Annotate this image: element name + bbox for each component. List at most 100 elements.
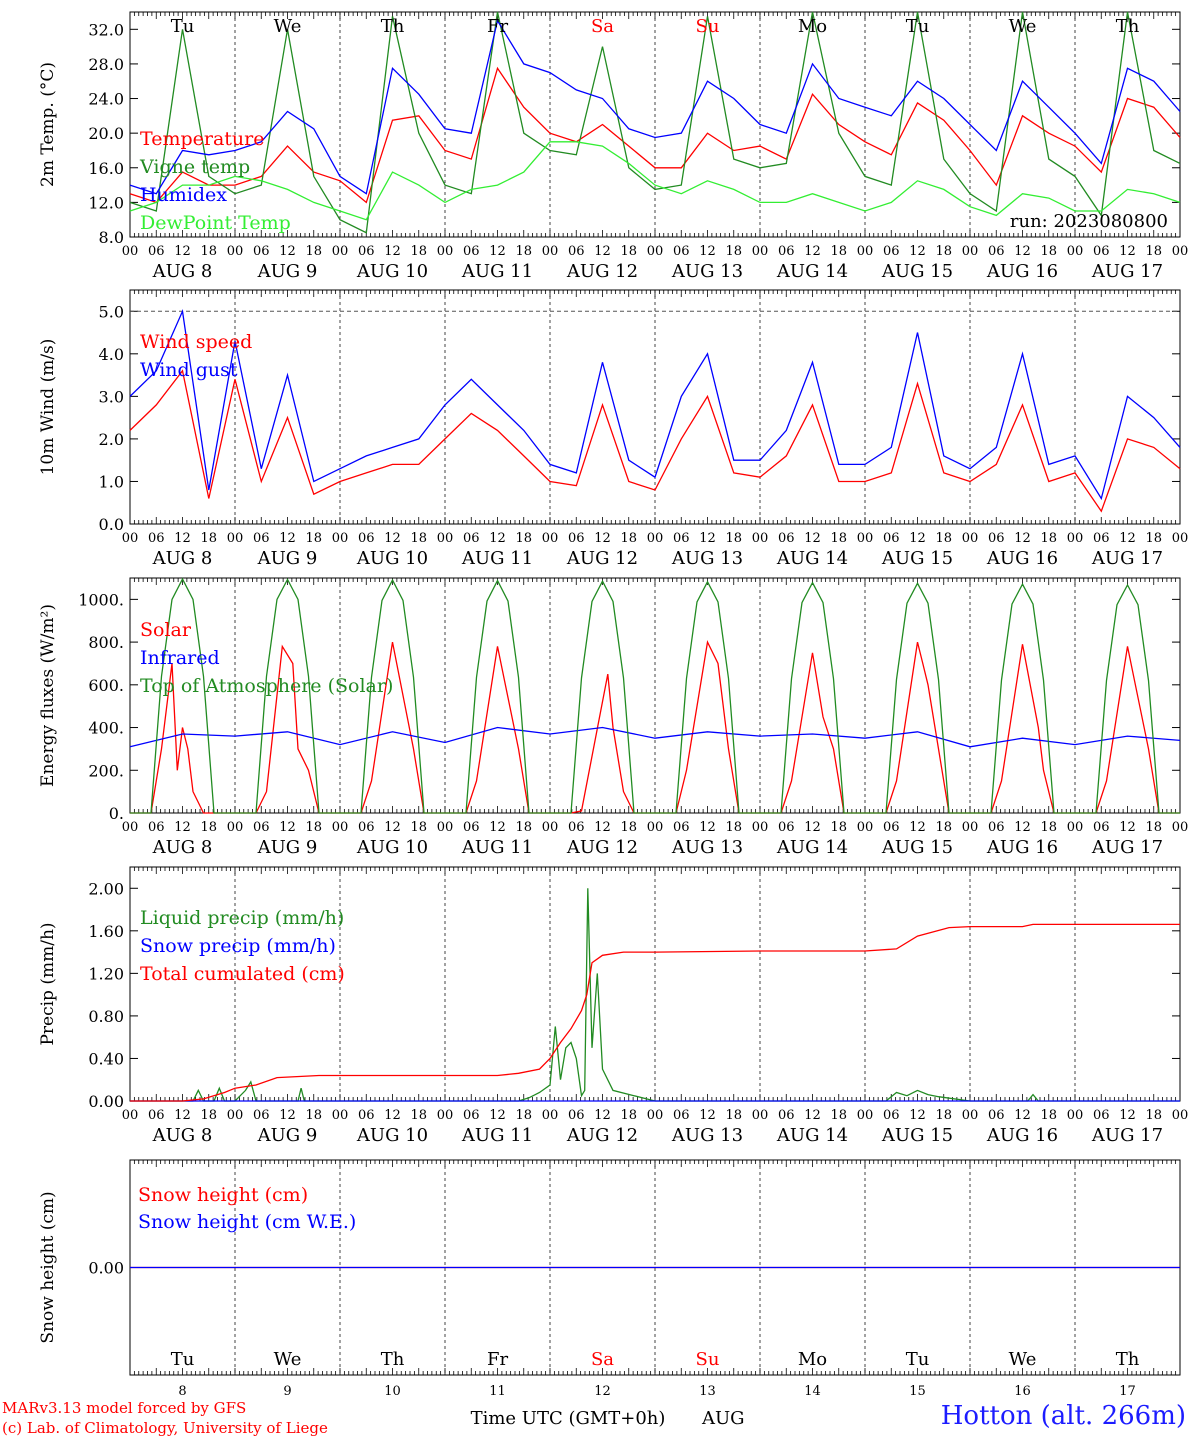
date-label: AUG 16 xyxy=(986,261,1058,282)
day-number-label: 10 xyxy=(384,1384,401,1399)
weekday-label: Th xyxy=(1116,1349,1140,1370)
date-label: AUG 8 xyxy=(152,261,213,282)
hour-tick-label: 00 xyxy=(752,1108,769,1123)
date-label: AUG 11 xyxy=(461,837,533,858)
hour-tick-label: 00 xyxy=(1172,1108,1189,1123)
legend-entry: Temperature xyxy=(140,128,264,150)
hour-tick-label: 12 xyxy=(489,244,506,259)
hour-tick-label: 18 xyxy=(1145,820,1162,835)
hour-tick-label: 12 xyxy=(909,1108,926,1123)
weekday-label: Fr xyxy=(487,16,508,37)
hour-tick-label: 00 xyxy=(542,820,559,835)
y-tick-label: 0. xyxy=(109,804,124,823)
hour-tick-label: 12 xyxy=(279,820,296,835)
date-label: AUG 16 xyxy=(986,837,1058,858)
hour-tick-label: 18 xyxy=(515,244,532,259)
hour-tick-label: 06 xyxy=(883,820,900,835)
hour-tick-label: 12 xyxy=(804,1108,821,1123)
y-tick-label: 8.0 xyxy=(99,228,124,247)
date-label: AUG 13 xyxy=(671,837,743,858)
hour-tick-label: 18 xyxy=(200,820,217,835)
hour-tick-label: 12 xyxy=(804,244,821,259)
series-line-temperature xyxy=(129,66,1181,204)
hour-tick-label: 18 xyxy=(1040,244,1057,259)
hour-tick-label: 00 xyxy=(227,531,244,546)
hour-tick-label: 00 xyxy=(647,1108,664,1123)
x-axis-month: AUG xyxy=(701,1408,745,1429)
weekday-label: Su xyxy=(696,1349,720,1370)
hour-tick-label: 00 xyxy=(1067,820,1084,835)
hour-tick-label: 00 xyxy=(857,1108,874,1123)
y-axis-title: Energy fluxes (W/m²) xyxy=(38,604,58,787)
hour-tick-label: 06 xyxy=(568,244,585,259)
hour-tick-label: 00 xyxy=(1067,244,1084,259)
hour-tick-label: 00 xyxy=(857,531,874,546)
legend-entry: Total cumulated (cm) xyxy=(140,963,345,985)
hour-tick-label: 18 xyxy=(725,244,742,259)
hour-tick-label: 18 xyxy=(1040,820,1057,835)
series-line-infrared xyxy=(129,726,1181,748)
hour-tick-label: 00 xyxy=(437,820,454,835)
hour-tick-label: 18 xyxy=(410,531,427,546)
hour-tick-label: 00 xyxy=(227,1108,244,1123)
date-label: AUG 16 xyxy=(986,1125,1058,1146)
hour-tick-label: 18 xyxy=(410,244,427,259)
y-tick-label: 0.00 xyxy=(88,1259,124,1278)
weekday-label: Tu xyxy=(171,16,195,37)
legend-entry: Liquid precip (mm/h) xyxy=(140,907,344,929)
hour-tick-label: 00 xyxy=(437,531,454,546)
date-label: AUG 9 xyxy=(257,1125,318,1146)
hour-tick-label: 18 xyxy=(305,244,322,259)
series-line-humidex xyxy=(129,19,1181,195)
hour-tick-label: 12 xyxy=(699,244,716,259)
hour-tick-label: 06 xyxy=(778,531,795,546)
hour-tick-label: 06 xyxy=(568,820,585,835)
hour-tick-label: 12 xyxy=(279,531,296,546)
hour-tick-label: 12 xyxy=(594,820,611,835)
hour-tick-label: 06 xyxy=(778,244,795,259)
hour-tick-label: 00 xyxy=(122,531,139,546)
weekday-label: We xyxy=(274,16,302,37)
series-line-total-cumulated-cm- xyxy=(130,923,1180,1102)
date-label: AUG 15 xyxy=(881,548,953,569)
weekday-label: Tu xyxy=(906,1349,930,1370)
hour-tick-label: 00 xyxy=(1172,531,1189,546)
hour-tick-label: 00 xyxy=(122,1108,139,1123)
y-tick-label: 28.0 xyxy=(88,55,124,74)
date-label: AUG 12 xyxy=(566,1125,638,1146)
hour-tick-label: 18 xyxy=(620,531,637,546)
date-label: AUG 9 xyxy=(257,548,318,569)
panel-frame-0 xyxy=(129,11,1181,238)
hour-tick-label: 12 xyxy=(1119,1108,1136,1123)
day-number-label: 9 xyxy=(283,1384,291,1399)
day-number-label: 13 xyxy=(699,1384,716,1399)
date-label: AUG 11 xyxy=(461,1125,533,1146)
hour-tick-label: 06 xyxy=(253,531,270,546)
hour-tick-label: 00 xyxy=(542,531,559,546)
hour-tick-label: 12 xyxy=(804,531,821,546)
y-axis-title: Precip (mm/h) xyxy=(38,922,58,1045)
hour-tick-label: 06 xyxy=(253,1108,270,1123)
hour-tick-label: 12 xyxy=(1119,531,1136,546)
hour-tick-label: 12 xyxy=(1014,820,1031,835)
hour-tick-label: 06 xyxy=(988,244,1005,259)
hour-tick-label: 18 xyxy=(200,244,217,259)
y-axis-title: 10m Wind (m/s) xyxy=(38,339,58,476)
hour-tick-label: 12 xyxy=(279,244,296,259)
hour-tick-label: 06 xyxy=(988,531,1005,546)
hour-tick-label: 00 xyxy=(542,1108,559,1123)
hour-tick-label: 06 xyxy=(463,1108,480,1123)
legend-entry: Wind gust xyxy=(140,359,238,381)
day-number-label: 17 xyxy=(1119,1384,1136,1399)
hour-tick-label: 12 xyxy=(279,1108,296,1123)
station-label: Hotton (alt. 266m) xyxy=(940,1401,1186,1431)
hour-tick-label: 12 xyxy=(1119,820,1136,835)
y-tick-label: 1.20 xyxy=(88,964,124,983)
hour-tick-label: 00 xyxy=(1067,1108,1084,1123)
hour-tick-label: 06 xyxy=(463,820,480,835)
hour-tick-label: 18 xyxy=(410,820,427,835)
legend-entry: Vigne temp xyxy=(139,156,250,178)
series-line-top-of-atmosphere-solar- xyxy=(130,577,1180,814)
credit-lab: (c) Lab. of Climatology, University of L… xyxy=(2,1419,328,1437)
hour-tick-label: 06 xyxy=(1093,244,1110,259)
